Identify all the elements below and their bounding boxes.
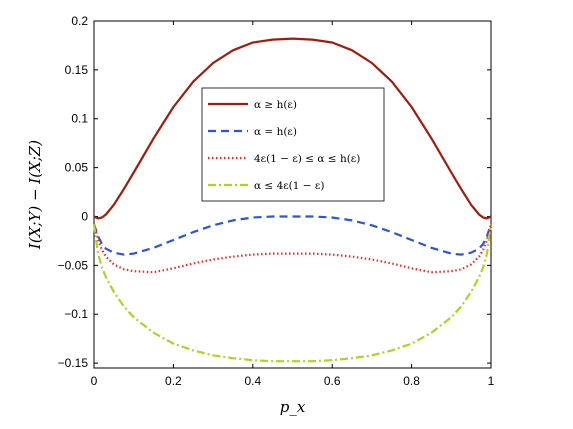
y-tick-label: −0.15: [58, 356, 89, 370]
series-line-1: [93, 37, 492, 220]
series-line-3: [92, 224, 493, 274]
legend-entry: α ≤ 4ε(1 − ε): [208, 180, 324, 192]
legend-label: α ≤ 4ε(1 − ε): [254, 180, 324, 192]
y-tick-label: 0.15: [65, 63, 89, 77]
series-layer: [92, 37, 493, 363]
legend: α ≥ h(ε) α = h(ε) 4ε(1 − ε) ≤ α ≤ h(ε) α…: [201, 87, 385, 202]
legend-label: α = h(ε): [254, 126, 297, 138]
legend-label: 4ε(1 − ε) ≤ α ≤ h(ε): [254, 153, 360, 165]
x-axis-label: p_x: [280, 398, 306, 416]
y-tick-label: 0: [81, 209, 88, 223]
y-tick-label: 0.2: [71, 14, 88, 28]
x-tick-label: 0.6: [324, 374, 341, 388]
series-line-2: [92, 215, 493, 256]
series-line-4: [92, 224, 493, 363]
y-tick-label: −0.1: [64, 307, 88, 321]
legend-box: [201, 87, 385, 202]
x-tick-label: 0.2: [165, 374, 182, 388]
x-tick-label: 0.8: [403, 374, 420, 388]
legend-entry: α = h(ε): [208, 126, 297, 138]
legend-label: α ≥ h(ε): [254, 99, 297, 111]
y-tick-label: 0.05: [65, 161, 89, 175]
x-tick-label: 0: [91, 374, 98, 388]
x-axis: 0 0.2 0.4 0.6 0.8 1: [91, 21, 495, 388]
y-tick-label: 0.1: [71, 112, 88, 126]
y-tick-label: −0.05: [58, 258, 89, 272]
legend-entry: 4ε(1 − ε) ≤ α ≤ h(ε): [208, 153, 360, 165]
x-tick-label: 1: [488, 374, 495, 388]
y-axis-label: I(X;Y) − I(X;Z): [26, 140, 44, 250]
y-axis: −0.15 −0.1 −0.05 0 0.05 0.1 0.15 0.2: [58, 14, 491, 370]
x-tick-label: 0.4: [244, 374, 261, 388]
legend-entry: α ≥ h(ε): [208, 99, 297, 111]
